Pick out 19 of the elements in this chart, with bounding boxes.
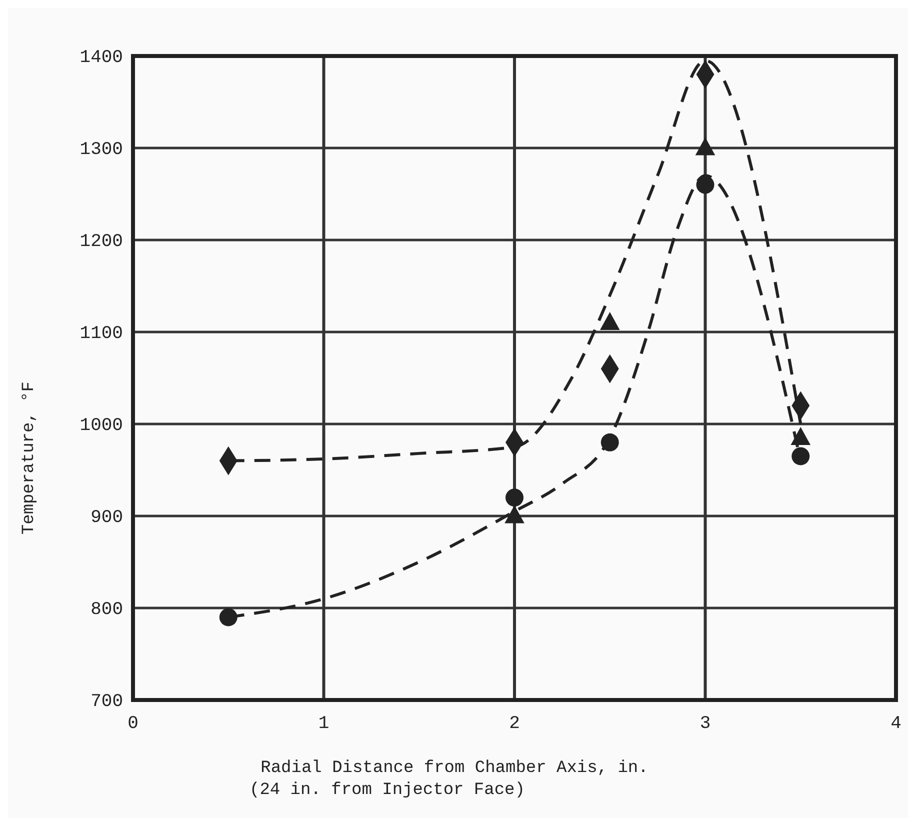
x-tick-label: 0: [128, 714, 138, 734]
point: [792, 447, 810, 466]
y-tick-label: 700: [90, 692, 123, 712]
x-tick-label: 2: [509, 714, 520, 734]
y-tick-label: 1300: [80, 140, 123, 160]
x-tick-label: 4: [890, 714, 902, 734]
y-tick-label: 1000: [80, 416, 123, 436]
text: (24 in. from Injector Face): [250, 781, 525, 800]
x-axis-title: Radial Distance from Chamber Axis, in.: [260, 759, 648, 778]
y-tick-label: 800: [90, 600, 123, 620]
y-tick-label: 1100: [80, 324, 123, 344]
y-tick-label: 1200: [80, 232, 123, 252]
point: [696, 176, 714, 194]
y-axis-title: Temperature, °F: [20, 381, 39, 535]
x-tick-label: 3: [700, 714, 711, 734]
x-tick-label: 1: [318, 714, 330, 734]
y-tick-label: 1400: [80, 48, 123, 68]
point: [506, 488, 524, 507]
y-tick-label: 900: [90, 508, 123, 528]
